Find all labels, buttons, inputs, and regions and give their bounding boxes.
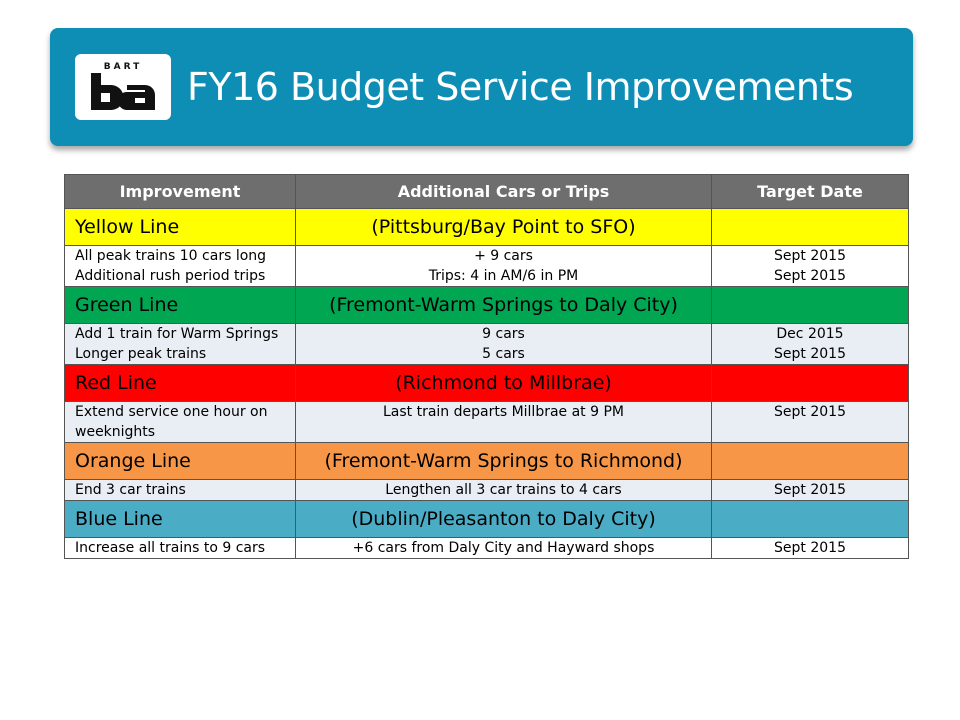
detail-row-green: Add 1 train for Warm Springs Longer peak… xyxy=(64,323,909,365)
improvement-cell: End 3 car trains xyxy=(64,479,296,501)
line-row-orange: Orange Line (Fremont-Warm Springs to Ric… xyxy=(64,442,909,480)
target-date-cell: Sept 2015 Sept 2015 xyxy=(711,245,909,287)
additions-text: Lengthen all 3 car trains to 4 cars xyxy=(385,482,622,498)
line-date-cell xyxy=(711,286,909,324)
page-title: FY16 Budget Service Improvements xyxy=(187,65,854,109)
target-date-text: Sept 2015 xyxy=(774,346,846,362)
column-header-target-date: Target Date xyxy=(711,174,909,209)
line-name: Red Line xyxy=(64,364,296,402)
improvement-text: weeknights xyxy=(75,424,156,440)
target-date-text: Dec 2015 xyxy=(776,326,844,342)
detail-row-blue: Increase all trains to 9 cars +6 cars fr… xyxy=(64,537,909,559)
target-date-text: Sept 2015 xyxy=(774,404,846,420)
line-row-red: Red Line (Richmond to Millbrae) xyxy=(64,364,909,402)
improvement-text: Extend service one hour on xyxy=(75,404,268,420)
line-name: Blue Line xyxy=(64,500,296,538)
improvement-cell: Extend service one hour on weeknights xyxy=(64,401,296,443)
line-date-cell xyxy=(711,208,909,246)
additions-text: 5 cars xyxy=(482,346,525,362)
line-route: (Dublin/Pleasanton to Daly City) xyxy=(295,500,712,538)
improvement-text: All peak trains 10 cars long xyxy=(75,248,267,264)
column-header-additions: Additional Cars or Trips xyxy=(295,174,712,209)
additions-cell: 9 cars 5 cars xyxy=(295,323,712,365)
line-name: Yellow Line xyxy=(64,208,296,246)
bart-logo-icon: BART xyxy=(91,62,155,110)
additions-text: +6 cars from Daly City and Hayward shops xyxy=(352,540,655,556)
improvement-cell: Increase all trains to 9 cars xyxy=(64,537,296,559)
line-row-blue: Blue Line (Dublin/Pleasanton to Daly Cit… xyxy=(64,500,909,538)
logo-wordmark: BART xyxy=(104,62,143,72)
detail-row-yellow: All peak trains 10 cars long Additional … xyxy=(64,245,909,287)
detail-row-orange: End 3 car trains Lengthen all 3 car trai… xyxy=(64,479,909,501)
improvement-text: Increase all trains to 9 cars xyxy=(75,540,266,556)
improvement-text: End 3 car trains xyxy=(75,482,186,498)
target-date-cell: Sept 2015 xyxy=(711,537,909,559)
line-route: (Richmond to Millbrae) xyxy=(295,364,712,402)
line-row-green: Green Line (Fremont-Warm Springs to Daly… xyxy=(64,286,909,324)
improvement-text: Additional rush period trips xyxy=(75,268,266,284)
additions-text: Last train departs Millbrae at 9 PM xyxy=(382,404,625,420)
line-route: (Pittsburg/Bay Point to SFO) xyxy=(295,208,712,246)
target-date-text: Sept 2015 xyxy=(774,248,846,264)
target-date-cell: Dec 2015 Sept 2015 xyxy=(711,323,909,365)
line-route: (Fremont-Warm Springs to Richmond) xyxy=(295,442,712,480)
line-date-cell xyxy=(711,442,909,480)
additions-cell: Last train departs Millbrae at 9 PM xyxy=(295,401,712,443)
title-banner: BART FY16 Budget Service Improvements xyxy=(50,28,913,146)
line-name: Green Line xyxy=(64,286,296,324)
target-date-text: Sept 2015 xyxy=(774,482,846,498)
improvement-text: Longer peak trains xyxy=(75,346,207,362)
column-header-improvement: Improvement xyxy=(64,174,296,209)
additions-text: + 9 cars xyxy=(474,248,533,264)
line-date-cell xyxy=(711,364,909,402)
detail-row-red: Extend service one hour on weeknights La… xyxy=(64,401,909,443)
target-date-text: Sept 2015 xyxy=(774,540,846,556)
service-improvements-table: Improvement Additional Cars or Trips Tar… xyxy=(64,174,909,559)
line-route: (Fremont-Warm Springs to Daly City) xyxy=(295,286,712,324)
additions-cell: +6 cars from Daly City and Hayward shops xyxy=(295,537,712,559)
table-header-row: Improvement Additional Cars or Trips Tar… xyxy=(64,174,909,209)
target-date-cell: Sept 2015 xyxy=(711,479,909,501)
line-row-yellow: Yellow Line (Pittsburg/Bay Point to SFO) xyxy=(64,208,909,246)
improvement-cell: Add 1 train for Warm Springs Longer peak… xyxy=(64,323,296,365)
improvement-cell: All peak trains 10 cars long Additional … xyxy=(64,245,296,287)
additions-text: Trips: 4 in AM/6 in PM xyxy=(428,268,579,284)
additions-text: 9 cars xyxy=(482,326,525,342)
bart-logo: BART xyxy=(75,54,171,120)
additions-cell: + 9 cars Trips: 4 in AM/6 in PM xyxy=(295,245,712,287)
additions-cell: Lengthen all 3 car trains to 4 cars xyxy=(295,479,712,501)
improvement-text: Add 1 train for Warm Springs xyxy=(75,326,279,342)
target-date-text: Sept 2015 xyxy=(774,268,846,284)
line-date-cell xyxy=(711,500,909,538)
line-name: Orange Line xyxy=(64,442,296,480)
target-date-cell: Sept 2015 xyxy=(711,401,909,443)
